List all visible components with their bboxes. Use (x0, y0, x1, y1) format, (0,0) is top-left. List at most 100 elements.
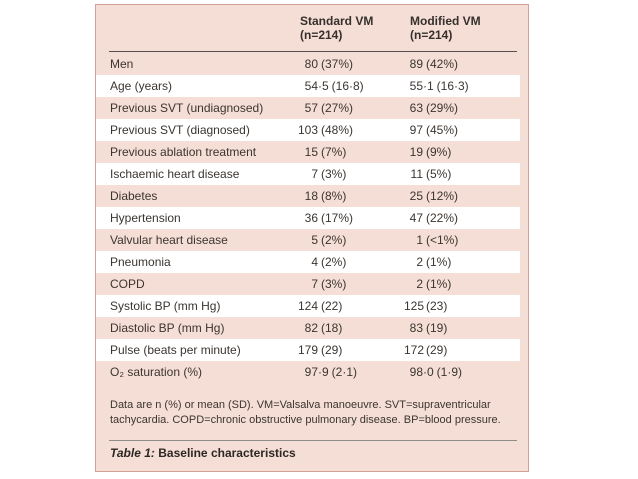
value-modified-vm: 47 (22%) (404, 211, 520, 225)
value-number: 98 (409, 365, 423, 379)
table-row: Ischaemic heart disease 7 (3%) 11 (5%) (96, 163, 520, 185)
value-number: 103 (297, 123, 318, 137)
value-standard-vm: 179 (29) (294, 343, 404, 357)
row-label: Pulse (beats per minute) (110, 343, 241, 357)
value-parenthetical: (45%) (426, 123, 459, 137)
row-label: Diastolic BP (mm Hg) (110, 321, 225, 335)
table-row: Valvular heart disease 5 (2%) 1 (<1%) (96, 229, 520, 251)
table-footnote: Data are n (%) or mean (SD). VM=Valsalva… (110, 399, 501, 426)
column-header-modified-line2: (n=214) (410, 28, 453, 42)
column-header-modified-line1: Modified VM (410, 14, 481, 28)
value-standard-vm: 124 (22) (294, 299, 404, 313)
value-parenthetical: (19) (426, 321, 448, 335)
value-parenthetical: (22) (321, 299, 343, 313)
table-row: Pulse (beats per minute) 179 (29) 172 (29) (96, 339, 520, 361)
value-number: 172 (404, 343, 425, 357)
value-parenthetical: (9%) (426, 145, 452, 159)
table-row: Previous SVT (diagnosed) 103 (48%) 97 (45%… (96, 119, 520, 141)
value-number: 15 (304, 145, 318, 159)
value-fraction: ·5 (318, 79, 329, 93)
value-number: 63 (409, 101, 423, 115)
value-number: 125 (404, 299, 425, 313)
value-standard-vm: 36 (17%) (294, 211, 404, 225)
value-standard-vm: 54·5 (16·8) (294, 79, 404, 93)
table-row: Men 80 (37%) 89 (42%) (96, 53, 520, 75)
table-row: COPD 7 (3%) 2 (1%) (96, 273, 520, 295)
row-label: Previous SVT (undiagnosed) (110, 101, 264, 115)
caption-title: Baseline characteristics (158, 446, 296, 460)
value-number: 47 (409, 211, 423, 225)
value-number: 55 (409, 79, 423, 93)
table-row: Previous SVT (undiagnosed) 57 (27%) 63 (29… (96, 97, 520, 119)
table-row: O₂ saturation (%) 97·9 (2·1) 98·0 (1·9) (96, 361, 520, 383)
column-header-modified-vm: Modified VM (n=214) (410, 14, 526, 51)
value-parenthetical: (3%) (321, 277, 347, 291)
row-label: Ischaemic heart disease (110, 167, 240, 181)
value-modified-vm: 19 (9%) (404, 145, 520, 159)
table-row: Pneumonia 4 (2%) 2 (1%) (96, 251, 520, 273)
row-label: Hypertension (110, 211, 181, 225)
value-number: 80 (304, 57, 318, 71)
row-label: Men (110, 57, 134, 71)
value-modified-vm: 63 (29%) (404, 101, 520, 115)
value-standard-vm: 5 (2%) (294, 233, 404, 247)
table-figure-panel: Standard VM (n=214) Modified VM (n=214) … (95, 4, 529, 472)
value-parenthetical: (8%) (321, 189, 347, 203)
value-number: 36 (304, 211, 318, 225)
value-standard-vm: 82 (18) (294, 321, 404, 335)
value-number: 179 (297, 343, 318, 357)
value-modified-vm: 11 (5%) (404, 167, 520, 181)
table-row: Diabetes 18 (8%) 25 (12%) (96, 185, 520, 207)
column-header-standard-line1: Standard VM (300, 14, 374, 28)
value-parenthetical: (5%) (426, 167, 452, 181)
value-number: 82 (304, 321, 318, 335)
value-modified-vm: 97 (45%) (404, 123, 520, 137)
value-parenthetical: (<1%) (426, 233, 459, 247)
row-label: COPD (110, 277, 145, 291)
value-number: 97 (304, 365, 318, 379)
value-fraction: ·9 (318, 365, 329, 379)
value-parenthetical: (18) (321, 321, 343, 335)
row-label: Age (years) (110, 79, 173, 93)
column-header-standard-line2: (n=214) (300, 28, 343, 42)
value-parenthetical: (27%) (321, 101, 354, 115)
value-parenthetical: (48%) (321, 123, 354, 137)
value-parenthetical: (1%) (426, 255, 452, 269)
value-modified-vm: 55·1 (16·3) (404, 79, 520, 93)
value-modified-vm: 98·0 (1·9) (404, 365, 520, 379)
row-label: Previous SVT (diagnosed) (110, 123, 250, 137)
header-spacer (110, 14, 300, 51)
row-label: O₂ saturation (%) (110, 365, 203, 379)
value-number: 7 (311, 167, 318, 181)
value-parenthetical: (23) (426, 299, 448, 313)
value-standard-vm: 4 (2%) (294, 255, 404, 269)
value-modified-vm: 89 (42%) (404, 57, 520, 71)
value-number: 2 (416, 277, 423, 291)
value-number: 5 (311, 233, 318, 247)
value-number: 1 (416, 233, 423, 247)
table-row: Hypertension 36 (17%) 47 (22%) (96, 207, 520, 229)
value-standard-vm: 15 (7%) (294, 145, 404, 159)
value-number: 7 (311, 277, 318, 291)
value-modified-vm: 125 (23) (404, 299, 520, 313)
value-number: 19 (409, 145, 423, 159)
value-standard-vm: 7 (3%) (294, 167, 404, 181)
value-standard-vm: 18 (8%) (294, 189, 404, 203)
value-modified-vm: 1 (<1%) (404, 233, 520, 247)
value-number: 97 (409, 123, 423, 137)
value-modified-vm: 172 (29) (404, 343, 520, 357)
value-parenthetical: (29%) (426, 101, 459, 115)
value-parenthetical: (1·9) (436, 365, 463, 379)
value-number: 54 (304, 79, 318, 93)
value-fraction: ·1 (423, 79, 434, 93)
row-label: Pneumonia (110, 255, 171, 269)
value-parenthetical: (42%) (426, 57, 459, 71)
value-parenthetical: (2%) (321, 233, 347, 247)
value-standard-vm: 57 (27%) (294, 101, 404, 115)
value-number: 57 (304, 101, 318, 115)
table-body: Men 80 (37%) 89 (42%) Age (years) 54·5 (16·… (96, 53, 528, 383)
row-label: Systolic BP (mm Hg) (110, 299, 221, 313)
header-rule (109, 51, 517, 52)
value-number: 2 (416, 255, 423, 269)
